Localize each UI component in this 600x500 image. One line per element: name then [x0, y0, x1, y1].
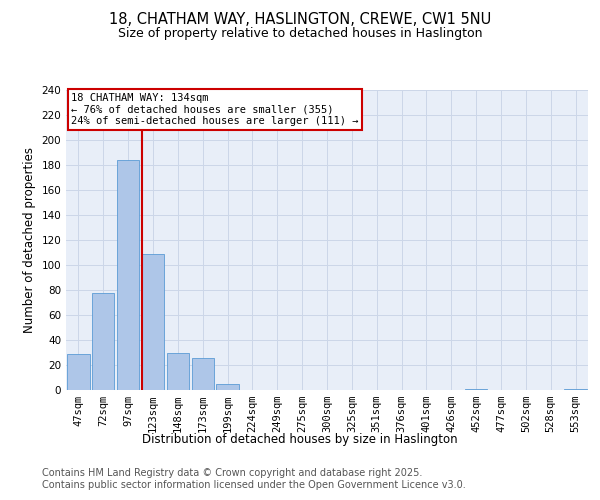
Text: Contains HM Land Registry data © Crown copyright and database right 2025.: Contains HM Land Registry data © Crown c…: [42, 468, 422, 477]
Text: Size of property relative to detached houses in Haslington: Size of property relative to detached ho…: [118, 28, 482, 40]
Bar: [217, 384, 239, 390]
Bar: [92, 292, 115, 390]
Bar: [191, 358, 214, 390]
Bar: [465, 389, 487, 390]
Text: Contains public sector information licensed under the Open Government Licence v3: Contains public sector information licen…: [42, 480, 466, 490]
Text: Distribution of detached houses by size in Haslington: Distribution of detached houses by size …: [142, 432, 458, 446]
Bar: [117, 160, 139, 390]
Y-axis label: Number of detached properties: Number of detached properties: [23, 147, 36, 333]
Text: 18 CHATHAM WAY: 134sqm
← 76% of detached houses are smaller (355)
24% of semi-de: 18 CHATHAM WAY: 134sqm ← 76% of detached…: [71, 93, 359, 126]
Bar: [142, 254, 164, 390]
Bar: [67, 354, 89, 390]
Bar: [565, 389, 587, 390]
Bar: [167, 352, 189, 390]
Text: 18, CHATHAM WAY, HASLINGTON, CREWE, CW1 5NU: 18, CHATHAM WAY, HASLINGTON, CREWE, CW1 …: [109, 12, 491, 28]
